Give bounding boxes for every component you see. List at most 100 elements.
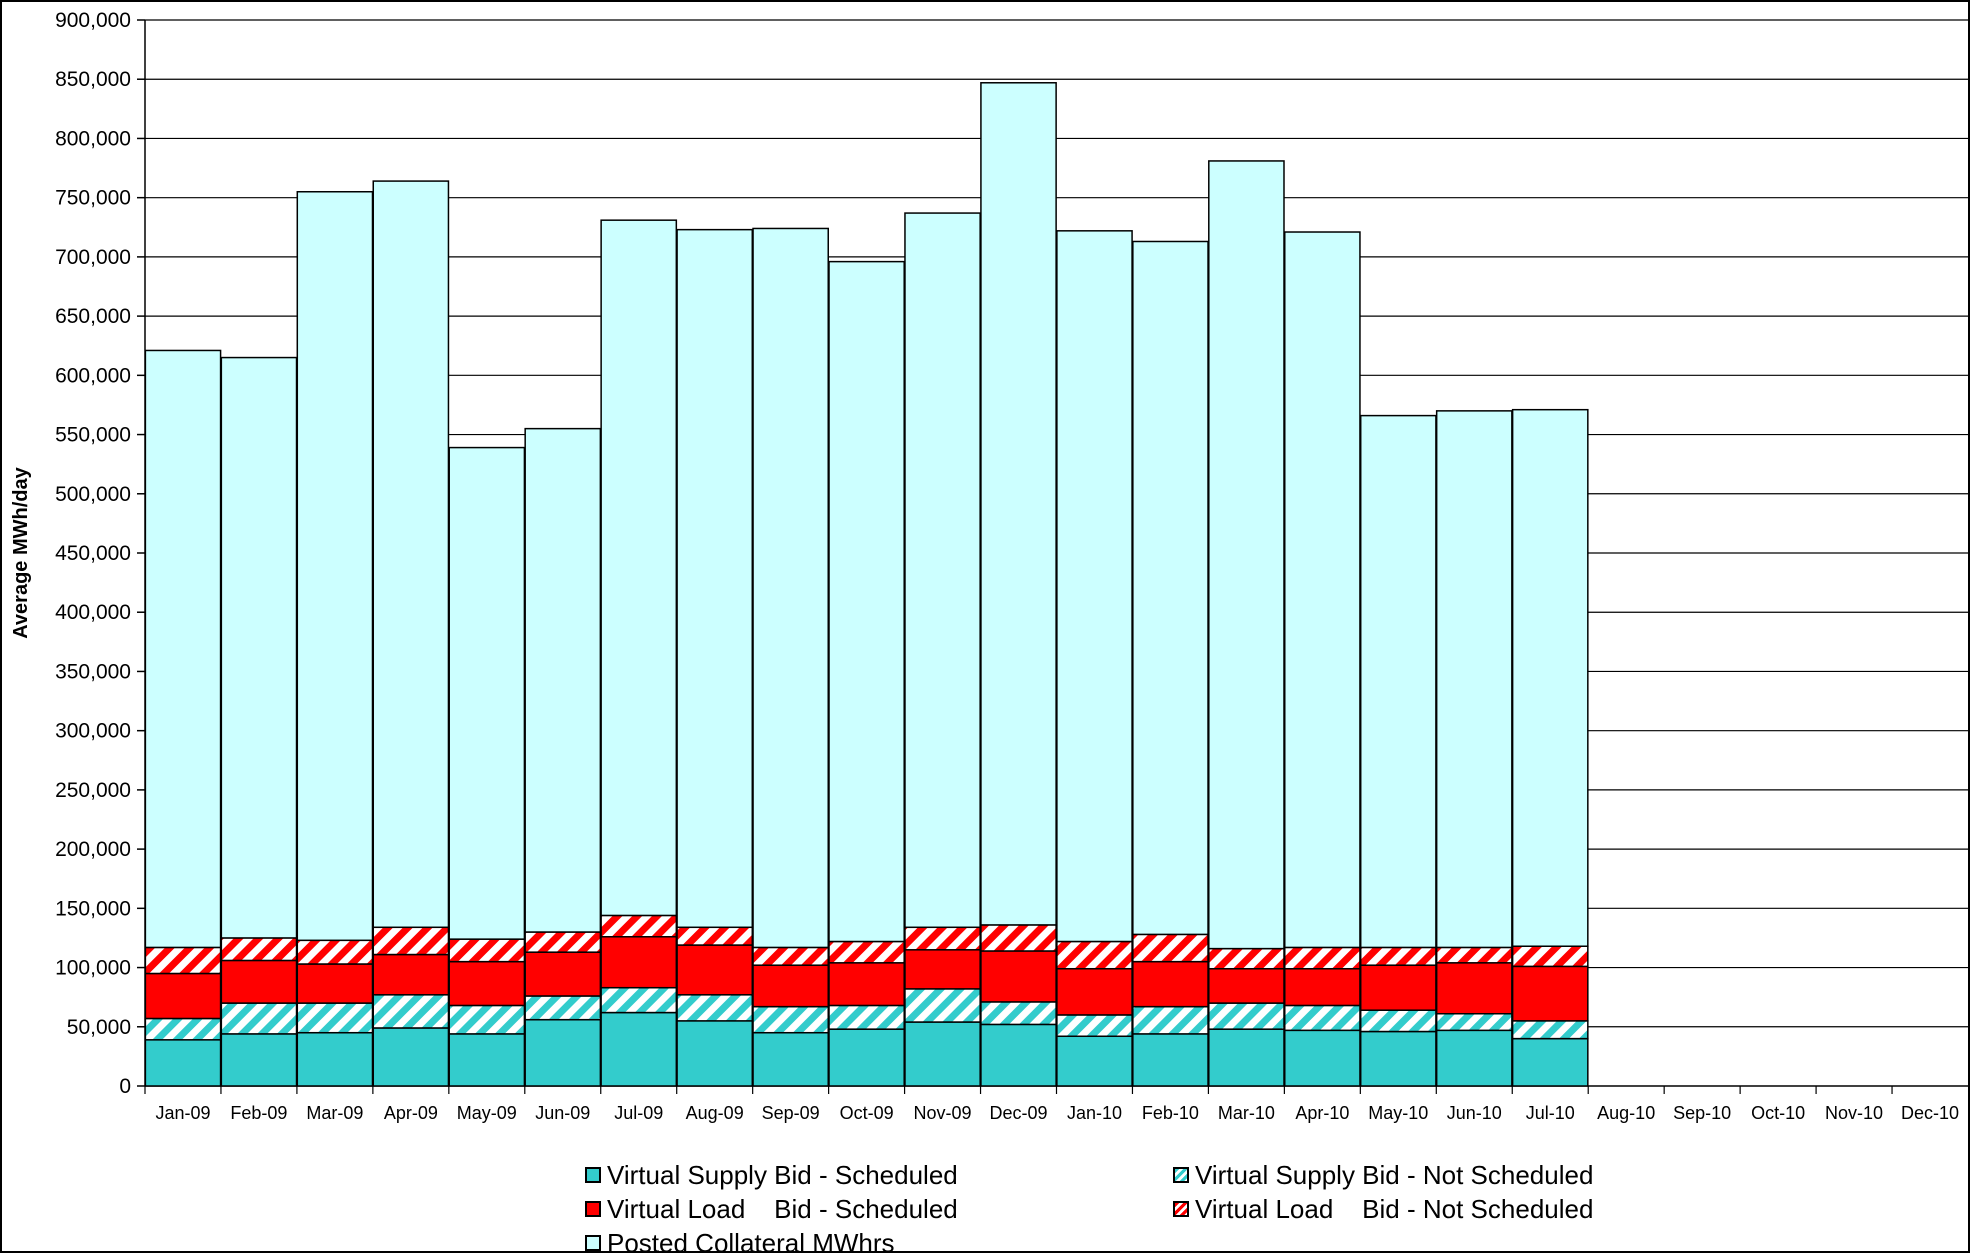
bar-segment (828, 940, 905, 964)
bar-segment (448, 1033, 526, 1087)
bar-segment (144, 1039, 222, 1087)
bar-segment (448, 446, 526, 940)
bar-segment (1511, 1020, 1589, 1040)
y-tick-label: 550,000 (55, 424, 131, 447)
bar-segment (1435, 946, 1513, 964)
bar-segment (1208, 1002, 1285, 1030)
bar-segment (1284, 946, 1361, 970)
bar-segment (828, 260, 905, 943)
x-tick-label: Jan-09 (155, 1103, 210, 1123)
stacked-bar-chart: 0 50,000 100,000 150,000 200,000 250,000 300,0… (10, 9, 1968, 1123)
bar-segment (1132, 240, 1209, 936)
legend-label: Virtual Load Bid - Scheduled (607, 1193, 958, 1224)
legend-swatch (585, 1167, 601, 1183)
x-tick-label: Jul-09 (614, 1103, 663, 1123)
bar-segment (904, 926, 981, 951)
y-tick-label: 900,000 (55, 9, 131, 32)
bar-segment (1056, 1035, 1133, 1087)
bar-segment (904, 1021, 981, 1087)
y-tick-label: 500,000 (55, 483, 131, 506)
legend-item: Virtual Supply Bid - Scheduled (585, 1160, 958, 1190)
bar-segment (980, 924, 1057, 952)
x-tick-label: Apr-09 (384, 1103, 438, 1123)
bar-segment (1435, 1012, 1513, 1032)
bar-segment (296, 1002, 374, 1034)
bar-segment (676, 228, 754, 929)
bar-segment (980, 82, 1057, 926)
bar-segment (980, 950, 1057, 1003)
x-tick-label: Jul-10 (1526, 1103, 1575, 1123)
bar-segment (448, 1004, 526, 1035)
bar-segment (600, 914, 678, 938)
x-tick-label: Mar-10 (1218, 1103, 1275, 1123)
x-tick-label: Mar-09 (306, 1103, 363, 1123)
bar-segment (1359, 1030, 1437, 1087)
y-tick-label: 0 (119, 1075, 131, 1098)
bar-segment (904, 988, 981, 1023)
legend-item: Posted Collateral MWhrs (585, 1228, 895, 1258)
bar-segment (524, 995, 602, 1021)
bar-segment (752, 964, 829, 1008)
legend-item: Virtual Supply Bid - Not Scheduled (1173, 1160, 1593, 1190)
bar-segment (372, 953, 450, 996)
y-tick-label: 800,000 (55, 127, 131, 150)
bar-segment (1056, 230, 1133, 943)
bar-segment (1208, 160, 1285, 950)
bar-segment (1284, 1029, 1361, 1087)
y-tick-label: 450,000 (55, 542, 131, 565)
bar-segment (1435, 410, 1513, 949)
bar-segment (1056, 1014, 1133, 1038)
bar-segment (372, 180, 450, 929)
bar-segment (1359, 964, 1437, 1011)
bar-segment (1359, 1009, 1437, 1033)
y-tick-label: 750,000 (55, 187, 131, 210)
x-tick-label: Oct-10 (1751, 1103, 1805, 1123)
bar-segment (372, 1027, 450, 1087)
bar-segment (448, 960, 526, 1007)
y-tick-label: 150,000 (55, 897, 131, 920)
bar-segment (144, 1017, 222, 1041)
y-tick-label: 600,000 (55, 364, 131, 387)
bar-segment (600, 936, 678, 989)
bar-segment (1056, 967, 1133, 1016)
y-tick-label: 250,000 (55, 779, 131, 802)
x-tick-label: Aug-10 (1597, 1103, 1655, 1123)
bar-segment (600, 986, 678, 1014)
legend-swatch (1173, 1201, 1189, 1217)
bar-segment (1284, 1004, 1361, 1032)
x-tick-label: Nov-09 (914, 1103, 972, 1123)
x-tick-label: Jan-10 (1067, 1103, 1122, 1123)
bar-segment (752, 1031, 829, 1087)
x-tick-label: Dec-09 (990, 1103, 1048, 1123)
legend-label: Virtual Supply Bid - Scheduled (607, 1159, 958, 1190)
bar-segment (144, 946, 222, 975)
bar-segment (1511, 1037, 1589, 1087)
legend-label: Posted Collateral MWhrs (607, 1227, 895, 1258)
x-tick-label: Sep-09 (762, 1103, 820, 1123)
x-tick-label: Feb-10 (1142, 1103, 1199, 1123)
bar-segment (1208, 967, 1285, 1004)
x-tick-label: Jun-09 (535, 1103, 590, 1123)
bar-segment (980, 1023, 1057, 1087)
bar-segment (220, 1033, 298, 1087)
bar-segment (904, 212, 981, 929)
bar-segment (828, 1004, 905, 1030)
bar-segment (1208, 1028, 1285, 1087)
bar-segment (1284, 967, 1361, 1007)
bar-segment (676, 1020, 754, 1087)
legend-swatch (585, 1235, 601, 1251)
bar-segment (1511, 945, 1589, 968)
x-tick-label: Oct-09 (840, 1103, 894, 1123)
bar-segment (144, 972, 222, 1020)
bar-segment (220, 937, 298, 962)
bar-segment (296, 963, 374, 1004)
bar-segment (144, 349, 222, 949)
x-tick-label: Apr-10 (1295, 1103, 1349, 1123)
bar-segment (372, 994, 450, 1029)
bar-segment (752, 946, 829, 966)
bar-segment (524, 951, 602, 997)
y-tick-label: 350,000 (55, 660, 131, 683)
bar-segment (296, 939, 374, 965)
bar-segment (1132, 933, 1209, 963)
bar-segment (828, 1028, 905, 1087)
